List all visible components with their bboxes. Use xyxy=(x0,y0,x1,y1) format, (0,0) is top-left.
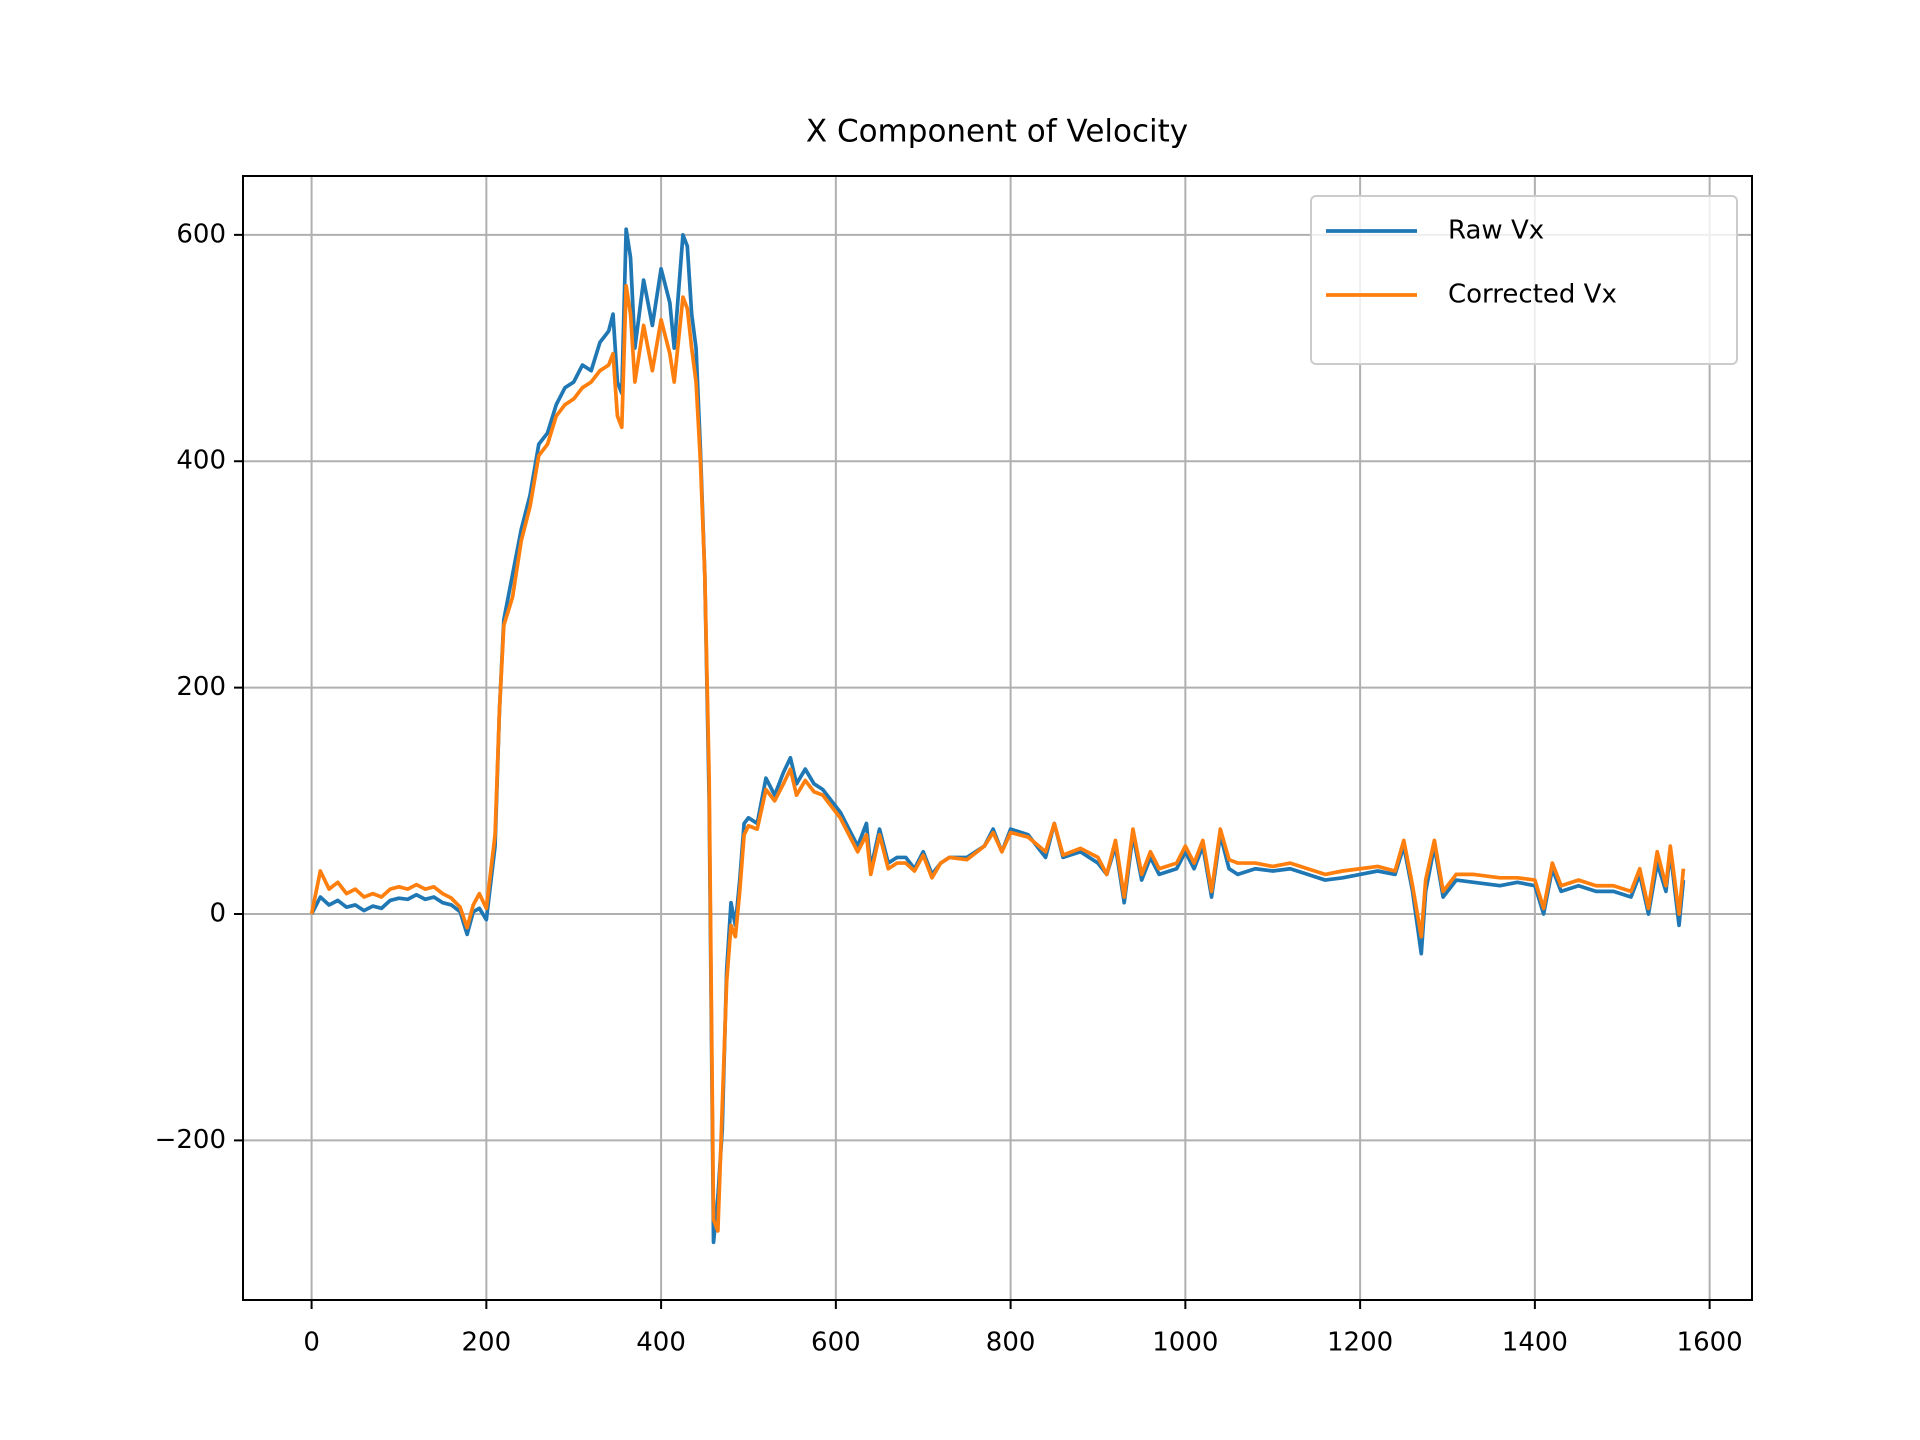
y-tick-label: 600 xyxy=(176,219,226,249)
chart-title: X Component of Velocity xyxy=(806,114,1188,150)
x-tick-label: 800 xyxy=(986,1328,1036,1358)
x-tick-label: 1600 xyxy=(1677,1328,1743,1358)
x-tick-label: 1200 xyxy=(1327,1328,1393,1358)
x-tick-label: 1000 xyxy=(1152,1328,1218,1358)
x-tick-label: 1400 xyxy=(1502,1328,1568,1358)
x-tick-label: 400 xyxy=(636,1328,686,1358)
y-tick-label: −200 xyxy=(155,1125,226,1155)
x-tick-label: 0 xyxy=(303,1328,320,1358)
legend-box xyxy=(1310,195,1738,365)
axes-frame xyxy=(242,175,1753,1301)
legend-label: Corrected Vx xyxy=(1448,280,1617,310)
y-tick-label: 200 xyxy=(176,672,226,702)
y-tick-label: 400 xyxy=(176,446,226,476)
x-tick-label: 600 xyxy=(811,1328,861,1358)
series-line xyxy=(309,283,1686,1233)
legend-label: Raw Vx xyxy=(1448,216,1544,246)
y-tick-label: 0 xyxy=(209,899,226,929)
x-tick-label: 200 xyxy=(462,1328,512,1358)
